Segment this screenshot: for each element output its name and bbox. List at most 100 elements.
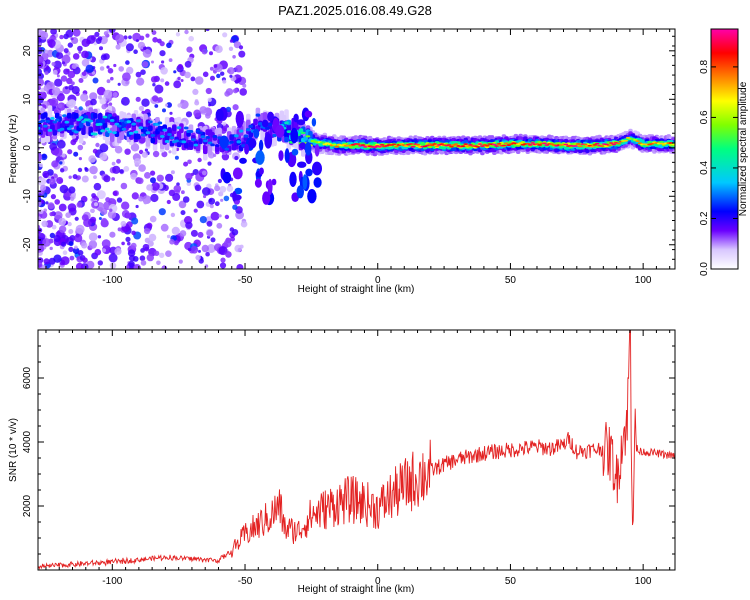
spectrogram-noise-point [48, 178, 56, 185]
spectrogram-band-cell [38, 110, 41, 120]
spectrogram-noise-point [99, 66, 105, 71]
spectrogram-noise-point [90, 98, 97, 106]
spectrogram-band-cell [360, 144, 366, 146]
spectrogram-noise-point [234, 244, 242, 253]
spectrogram-band-cell [255, 113, 261, 117]
spectrogram-noise-point [67, 149, 73, 155]
spectrogram-band-cell [105, 127, 110, 131]
spectrogram-band-cell [563, 143, 569, 146]
spectrogram-band-cell [258, 122, 263, 126]
spectrogram-noise-point [152, 95, 159, 102]
spectrogram-noise-point [96, 86, 106, 96]
spectrogram-noise-point [81, 59, 90, 67]
spectrogram-band-cell [537, 144, 542, 146]
spectrogram-noise-point [117, 82, 121, 86]
colorbar-tick-label: 0.0 [699, 262, 710, 276]
snr-y-tick-label: 2000 [22, 494, 33, 517]
spectrogram-noise-point [121, 201, 130, 210]
spectrogram-noise-point [63, 48, 69, 54]
spectrogram-noise-point [68, 229, 74, 234]
spectrogram-blob [267, 111, 274, 122]
spectrogram-noise-point [38, 209, 44, 215]
spectrogram-band-cell [112, 131, 117, 135]
spectrogram-noise-point [242, 83, 247, 88]
spectrogram-band-layer [38, 113, 675, 151]
spectrogram-noise-point [90, 198, 95, 202]
spectrogram-band-cell [169, 136, 175, 140]
spectrogram-noise-point [128, 254, 136, 262]
spectrogram-band-cell [136, 119, 141, 123]
spectrogram-band-cell [167, 133, 172, 136]
spectrogram-band-cell [429, 144, 435, 147]
spectrogram-noise-point [68, 186, 76, 194]
spectrogram-noise-point [180, 99, 185, 104]
spectrogram-noise-point [135, 71, 142, 78]
spectrogram-band-cell [97, 122, 103, 126]
spectrogram-band-cell [379, 144, 385, 146]
spectrogram-noise-point [137, 41, 146, 50]
spectrogram-noise-point [216, 73, 221, 79]
spectrogram-band-cell [203, 144, 208, 155]
spectrogram-noise-point [232, 55, 236, 59]
spectrogram-blob [254, 178, 262, 188]
spectrogram-band-cell [518, 142, 523, 144]
spectrogram-blob [278, 150, 284, 162]
spectrogram-noise-point [158, 208, 166, 216]
spectrogram-noise-point [152, 83, 156, 87]
spectrogram-noise-point [51, 160, 59, 168]
spectrogram-noise-point [156, 260, 161, 266]
spectrogram-noise-point [38, 86, 41, 90]
spectrogram-band-cell [164, 140, 170, 143]
spectrogram-noise-point [59, 161, 63, 165]
spectrogram-band-cell [50, 117, 55, 120]
spectrogram-noise-point [184, 29, 189, 35]
spectrogram-noise-point [99, 46, 103, 51]
spectrogram-noise-point [99, 143, 109, 153]
spectrogram-noise-point [165, 173, 174, 182]
spectrogram-noise-point [209, 204, 214, 209]
spectrogram-noise-point [152, 37, 158, 43]
spectrogram-noise-point [77, 250, 84, 256]
spectrogram-noise-point [148, 233, 157, 242]
spectrogram-noise-point [228, 46, 234, 51]
spectrogram-noise-point [49, 97, 59, 107]
spectrogram-noise-point [81, 214, 89, 222]
spectrogram-band-cell [47, 128, 53, 132]
spectrogram-band-cell [188, 130, 194, 133]
spectrogram-noise-point [38, 261, 43, 268]
spectrogram-noise-point [112, 165, 121, 174]
spectrogram-noise-point [232, 104, 239, 111]
spectrogram-noise-point [103, 175, 111, 183]
spectrogram-noise-point [99, 152, 108, 161]
spectrogram-band-cell [544, 144, 550, 146]
spectrogram-noise-point [171, 226, 180, 235]
spectrogram-noise-point [141, 98, 150, 107]
spectrogram-band-cell [573, 145, 578, 147]
spectrogram-band-cell [64, 120, 70, 124]
spectrogram-blob [259, 167, 264, 175]
spectrogram-band-cell [649, 142, 655, 145]
spectrogram-noise-point [143, 46, 147, 51]
spectrogram-band-cell [121, 127, 127, 131]
spectrogram-band-cell [64, 125, 70, 132]
spectrogram-noise-point [173, 70, 177, 74]
spectrogram-noise-point [121, 96, 130, 106]
snr-x-label: Height of straight line (km) [298, 584, 415, 595]
spectrogram-noise-point [66, 77, 73, 85]
spectrogram-noise-point [143, 200, 148, 205]
spectrogram-band-cell [236, 140, 242, 144]
snr-marks [38, 330, 675, 570]
spectrogram-blob [299, 142, 307, 150]
spectrogram-noise-point [220, 198, 224, 202]
spectrogram-band-cell [43, 112, 48, 118]
spectrogram-noise-point [199, 106, 208, 114]
spectrogram-band-cell [496, 143, 502, 145]
spectrogram-blob [302, 174, 308, 190]
spectrogram-y-tick-label: 0 [22, 145, 33, 151]
spectrogram-noise-point [154, 104, 159, 108]
spectrogram-noise-point [91, 71, 96, 75]
spectrogram-noise-point [92, 77, 99, 84]
spectrogram-noise-point [130, 242, 137, 249]
